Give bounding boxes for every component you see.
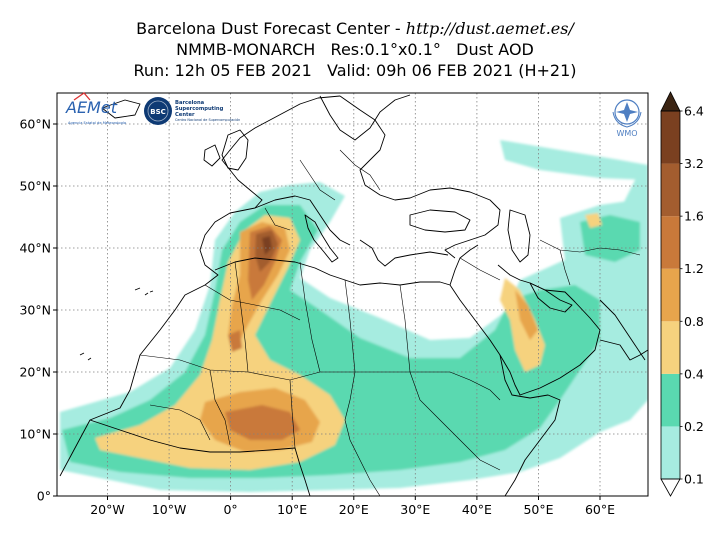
colorbar-tick-label: 0.2 [684,419,704,434]
colorbar-tick-label: 0.8 [684,314,704,329]
map-frame [56,92,649,497]
colorbar-frame [660,110,681,480]
title-line-1-text: Barcelona Dust Forecast Center - [136,19,406,38]
colorbar-tick-label: 0.4 [684,366,704,381]
lon-tick-label: 10°W [152,502,187,517]
wmo-logo: WMO [612,99,642,138]
latitude-labels: 0° 10°N 20°N 30°N 40°N 50°N 60°N [19,117,51,504]
colorbar-segment [661,268,680,322]
colorbar-segment [661,373,680,427]
lon-tick-label: 0° [223,502,237,517]
map-gridlines [57,93,648,496]
lon-tick-label: 60°E [585,502,615,517]
title-line-2: NMMB-MONARCH Res:0.1°x0.1° Dust AOD [176,40,534,59]
lon-tick-label: 30°E [400,502,430,517]
wmo-logo-text: WMO [616,129,637,138]
bsc-badge: BSC [150,108,166,116]
lat-tick-label: 20°N [19,365,51,380]
figure-title: Barcelona Dust Forecast Center - http://… [0,18,710,81]
lat-tick-label: 40°N [19,241,51,256]
aemet-logo-text: AEMet [65,98,118,117]
colorbar-segment [661,111,680,164]
colorbar-segment [661,426,680,479]
colorbar-segment [661,216,680,269]
lon-tick-label: 40°E [462,502,492,517]
bsc-logo-text-1: Barcelona [175,100,205,106]
colorbar-tick-label: 0.1 [684,472,704,487]
colorbar-segment [661,321,680,374]
lon-tick-label: 10°E [277,502,307,517]
colorbar-tick-label: 6.4 [684,104,704,119]
colorbar-labels: 0.1 0.2 0.4 0.8 1.2 1.6 3.2 6.4 [680,104,704,487]
colorbar-segments [661,111,680,479]
lat-tick-label: 0° [37,489,51,504]
title-line-3: Run: 12h 05 FEB 2021 Valid: 09h 06 FEB 2… [133,61,577,80]
lat-tick-label: 60°N [19,117,51,132]
colorbar-top-arrow [660,91,681,112]
lat-tick-label: 10°N [19,427,51,442]
bsc-logo-text-3: Center [175,112,195,118]
lon-tick-label: 50°E [523,502,553,517]
map-content [57,93,648,496]
lat-tick-label: 30°N [19,303,51,318]
title-line-1: Barcelona Dust Forecast Center - http://… [0,18,710,39]
lon-tick-label: 20°E [339,502,369,517]
axis-ticks [53,123,601,500]
title-url: http://dust.aemet.es/ [405,19,574,38]
colorbar-tick-label: 1.2 [684,261,704,276]
country-borders [139,149,641,496]
lat-tick-label: 50°N [19,179,51,194]
bsc-logo: BSC Barcelona Supercomputing Center Cent… [144,97,240,125]
bsc-logo-subtitle: Centro Nacional de Supercomputación [175,118,240,122]
aemet-logo: AEMet Agencia Estatal de Meteorología [65,92,126,125]
longitude-labels: 20°W 10°W 0° 10°E 20°E 30°E 40°E 50°E 60… [90,502,615,517]
colorbar-tick-label: 1.6 [684,209,704,224]
aemet-logo-subtitle: Agencia Estatal de Meteorología [68,121,126,125]
lon-tick-label: 20°W [90,502,125,517]
colorbar-segment [661,163,680,217]
colorbar: 0.1 0.2 0.4 0.8 1.2 1.6 3.2 6.4 [660,91,704,497]
colorbar-tick-label: 3.2 [684,156,704,171]
colorbar-bottom-arrow [660,478,681,497]
bsc-logo-text-2: Supercomputing [175,106,224,112]
coastlines [59,94,648,496]
